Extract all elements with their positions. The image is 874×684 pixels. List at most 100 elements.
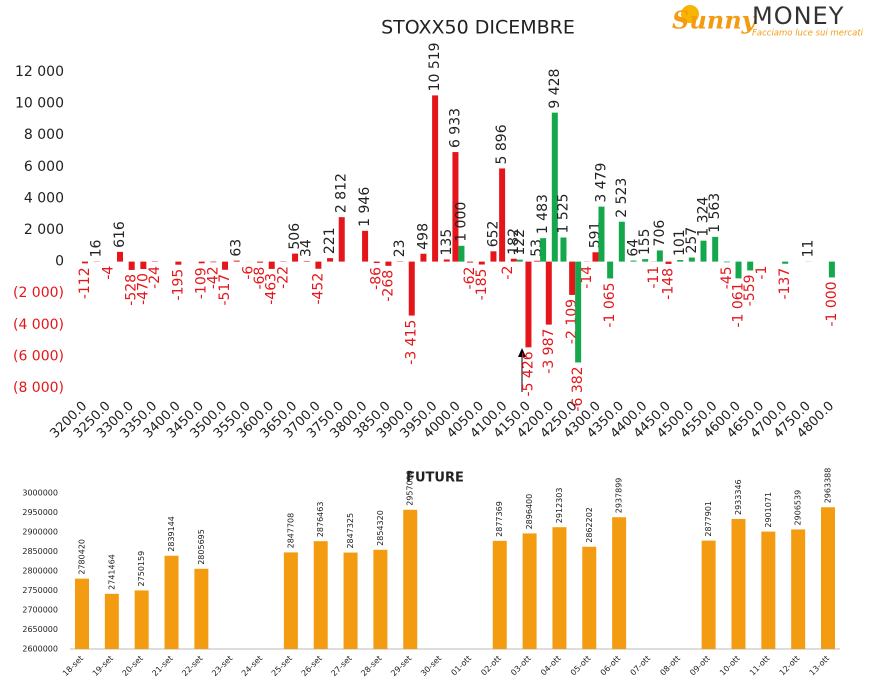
data-label: -6 382	[570, 366, 586, 411]
y-tick-label: 3000000	[22, 489, 58, 498]
x-tick-label: 22-set	[180, 654, 204, 678]
data-label: -86	[369, 267, 385, 290]
logo-tagline: Facciamo luce sui mercati	[752, 29, 864, 39]
data-label: 63	[229, 239, 245, 257]
bar	[315, 261, 322, 269]
bar	[607, 261, 614, 279]
bar	[516, 259, 523, 262]
data-label: 221	[322, 227, 338, 254]
data-label: 706	[652, 220, 668, 247]
bar	[569, 261, 576, 295]
bar	[499, 168, 506, 262]
data-label: 2 812	[334, 173, 350, 213]
data-label: 2780420	[78, 539, 87, 575]
data-label: 506	[287, 223, 303, 250]
data-label: -452	[310, 273, 326, 305]
bar	[731, 518, 746, 649]
x-tick-label: 06-ott	[599, 654, 623, 678]
bar	[194, 568, 209, 649]
data-label: -14	[579, 266, 595, 289]
bar	[642, 259, 649, 262]
data-label: 16	[89, 239, 105, 257]
data-label: 122	[512, 229, 528, 256]
x-tick-label: 30-set	[419, 654, 443, 678]
data-label: 2750159	[137, 551, 146, 587]
x-tick-label: 24-set	[240, 654, 264, 678]
data-label: -68	[252, 267, 268, 290]
data-label: 2 523	[614, 178, 630, 218]
bar	[117, 251, 124, 262]
logo-brand: Sunny	[672, 6, 758, 35]
bar	[420, 253, 427, 262]
x-tick-label: 18-set	[61, 654, 85, 678]
bar	[75, 578, 89, 649]
x-tick-label: 09-ott	[688, 654, 712, 678]
y-tick-label: 2600000	[22, 645, 58, 654]
bar	[592, 252, 599, 262]
y-tick-label: 2650000	[22, 625, 58, 634]
x-tick-label: 03-ott	[509, 654, 533, 678]
bar	[467, 261, 474, 263]
bar	[700, 240, 707, 262]
data-label: -45	[719, 266, 735, 289]
data-label: -112	[77, 267, 93, 299]
data-label: -1 000	[824, 281, 840, 326]
data-label: 2901071	[764, 492, 773, 528]
y-tick-label: 2 000	[24, 222, 64, 238]
bar	[385, 261, 392, 266]
bar	[782, 261, 789, 264]
data-label: -528	[124, 274, 140, 306]
x-tick-label: 07-ott	[629, 654, 653, 678]
bar	[373, 549, 388, 649]
data-label: 2847708	[286, 513, 295, 549]
chart-title: FUTURE	[406, 471, 464, 486]
y-tick-label: (2 000)	[13, 285, 64, 301]
data-label: -268	[380, 270, 396, 302]
data-label: 2877901	[704, 501, 713, 537]
data-label: 5 896	[494, 124, 510, 164]
bar	[575, 261, 582, 363]
bar	[534, 260, 541, 262]
data-label: 182	[506, 228, 522, 255]
data-label: 1 946	[357, 187, 373, 227]
bar	[821, 507, 835, 649]
data-label: -62	[462, 267, 478, 290]
data-label: 11	[801, 240, 817, 258]
bar	[128, 261, 135, 270]
data-label: 2963388	[824, 468, 833, 504]
data-label: -3 415	[404, 320, 420, 365]
data-label: -195	[170, 269, 186, 301]
data-label: 2805695	[197, 529, 206, 565]
data-label: 2957000	[406, 470, 415, 506]
y-tick-label: 8 000	[24, 127, 64, 143]
data-label: -1 061	[731, 282, 747, 327]
x-tick-label: 25-set	[270, 654, 294, 678]
data-label: -11	[646, 266, 662, 289]
data-label: -470	[135, 273, 151, 305]
bar	[327, 258, 334, 262]
data-label: 1 000	[453, 202, 469, 242]
bar	[82, 261, 88, 264]
x-tick-label: 29-set	[389, 654, 413, 678]
data-label: 64	[625, 239, 641, 257]
data-label: 2839144	[167, 516, 176, 552]
data-label: -109	[194, 267, 210, 299]
chart-title: STOXX50 DICEMBRE	[381, 17, 575, 39]
data-label: -5 426	[520, 351, 536, 396]
x-tick-label: 23-set	[210, 654, 234, 678]
bar	[134, 590, 149, 649]
data-label: -148	[661, 268, 677, 300]
data-label: -3 987	[541, 329, 557, 374]
data-label: 2933346	[734, 479, 743, 515]
y-tick-label: 4 000	[24, 190, 64, 206]
data-label: -22	[275, 266, 291, 289]
bar	[551, 112, 558, 262]
bar	[522, 533, 537, 649]
x-tick-label: 19-set	[91, 654, 115, 678]
y-tick-label: 0	[55, 254, 64, 270]
data-label: 1 525	[555, 193, 571, 233]
bar	[677, 260, 684, 262]
x-tick-label: 21-set	[150, 654, 174, 678]
data-label: -463	[264, 273, 280, 305]
